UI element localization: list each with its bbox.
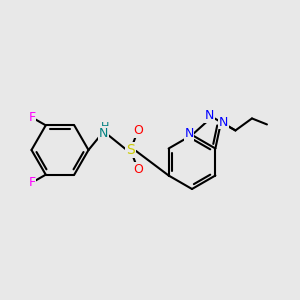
Text: F: F [29,176,36,189]
Text: H: H [101,122,109,132]
Text: N: N [219,116,228,129]
Text: F: F [29,111,36,124]
Text: S: S [126,143,135,157]
Text: N: N [184,127,194,140]
Text: O: O [133,163,143,176]
Text: N: N [205,109,214,122]
Text: N: N [99,127,108,140]
Text: O: O [133,124,143,137]
